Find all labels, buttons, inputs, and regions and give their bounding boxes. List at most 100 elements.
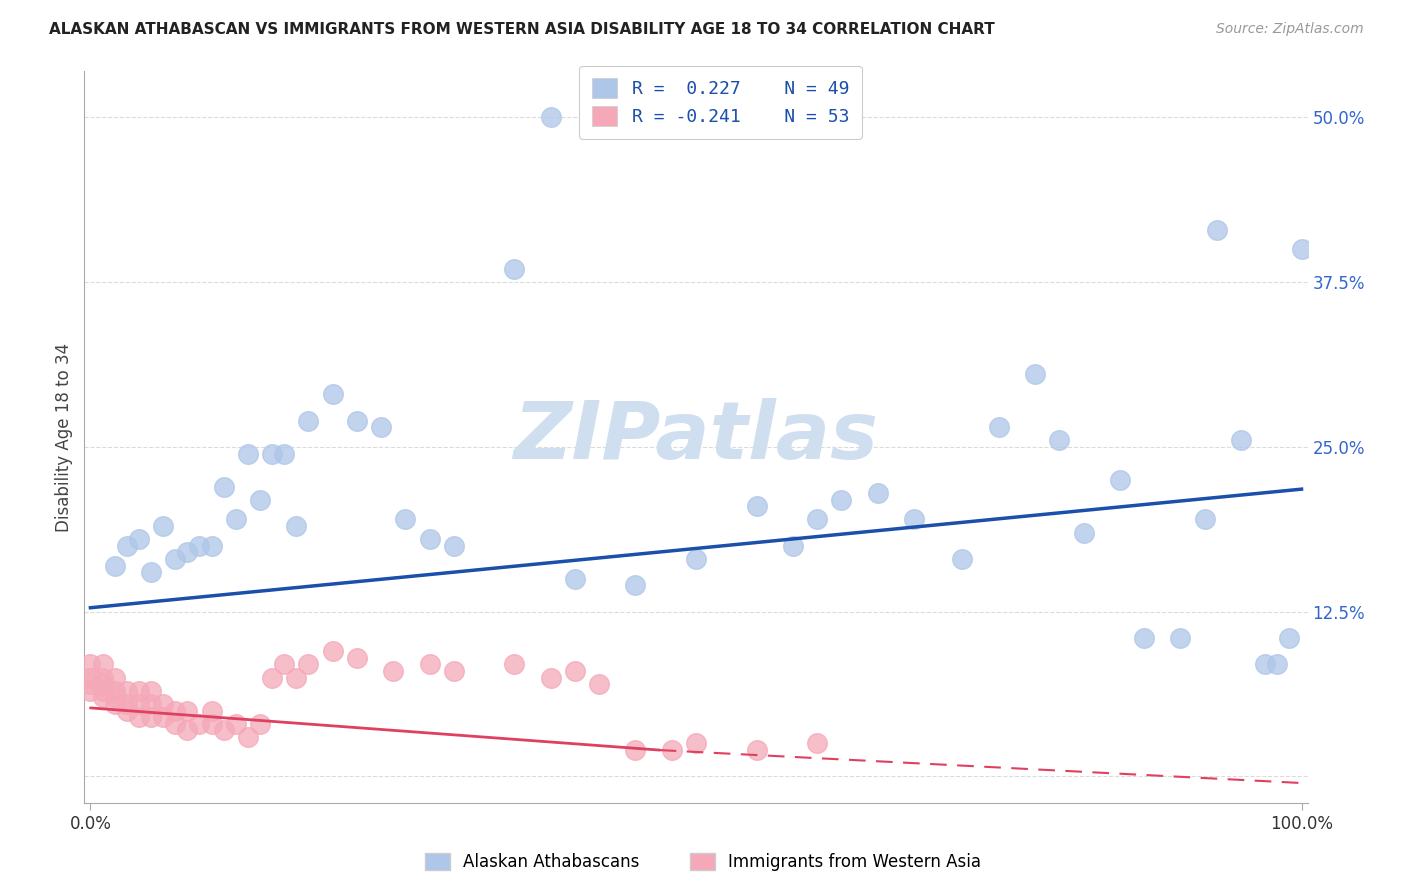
Point	[104, 671, 127, 685]
Point	[115, 683, 138, 698]
Point	[1278, 631, 1301, 645]
Point	[1291, 242, 1313, 256]
Legend: R =  0.227    N = 49, R = -0.241    N = 53: R = 0.227 N = 49, R = -0.241 N = 53	[579, 66, 862, 139]
Point	[236, 446, 259, 460]
Point	[79, 671, 101, 685]
Point	[262, 446, 284, 460]
Point	[418, 533, 440, 547]
Point	[188, 539, 211, 553]
Point	[79, 677, 101, 691]
Point	[540, 111, 562, 125]
Point	[236, 730, 259, 744]
Point	[370, 420, 392, 434]
Point	[91, 690, 114, 705]
Point	[139, 565, 162, 579]
Point	[128, 683, 150, 698]
Point	[225, 716, 247, 731]
Point	[104, 558, 127, 573]
Point	[176, 545, 198, 559]
Point	[952, 552, 974, 566]
Text: ZIPatlas: ZIPatlas	[513, 398, 879, 476]
Point	[443, 539, 465, 553]
Point	[225, 512, 247, 526]
Point	[1133, 631, 1156, 645]
Point	[382, 664, 405, 678]
Point	[128, 710, 150, 724]
Point	[91, 683, 114, 698]
Point	[176, 704, 198, 718]
Point	[212, 479, 235, 493]
Point	[806, 737, 828, 751]
Point	[1230, 434, 1253, 448]
Point	[152, 697, 174, 711]
Point	[91, 657, 114, 672]
Point	[104, 697, 127, 711]
Point	[564, 572, 586, 586]
Point	[91, 677, 114, 691]
Point	[1265, 657, 1288, 672]
Point	[443, 664, 465, 678]
Point	[104, 690, 127, 705]
Point	[322, 387, 344, 401]
Point	[139, 697, 162, 711]
Legend: Alaskan Athabascans, Immigrants from Western Asia: Alaskan Athabascans, Immigrants from Wes…	[416, 845, 990, 880]
Point	[661, 743, 683, 757]
Point	[297, 414, 319, 428]
Point	[273, 657, 295, 672]
Y-axis label: Disability Age 18 to 34: Disability Age 18 to 34	[55, 343, 73, 532]
Point	[165, 716, 187, 731]
Point	[745, 500, 768, 514]
Point	[262, 671, 284, 685]
Point	[624, 578, 647, 592]
Point	[165, 704, 187, 718]
Point	[152, 710, 174, 724]
Point	[79, 657, 101, 672]
Point	[564, 664, 586, 678]
Point	[830, 492, 852, 507]
Point	[152, 519, 174, 533]
Point	[188, 716, 211, 731]
Point	[139, 710, 162, 724]
Point	[322, 644, 344, 658]
Point	[297, 657, 319, 672]
Point	[685, 552, 707, 566]
Point	[212, 723, 235, 738]
Point	[418, 657, 440, 672]
Point	[1194, 512, 1216, 526]
Point	[685, 737, 707, 751]
Point	[782, 539, 804, 553]
Point	[249, 716, 271, 731]
Text: Source: ZipAtlas.com: Source: ZipAtlas.com	[1216, 22, 1364, 37]
Point	[128, 533, 150, 547]
Point	[115, 704, 138, 718]
Point	[176, 723, 198, 738]
Point	[540, 671, 562, 685]
Point	[79, 683, 101, 698]
Point	[1170, 631, 1192, 645]
Point	[165, 552, 187, 566]
Point	[200, 539, 222, 553]
Point	[588, 677, 610, 691]
Point	[903, 512, 925, 526]
Point	[115, 697, 138, 711]
Point	[1205, 222, 1227, 236]
Point	[503, 262, 526, 277]
Point	[200, 704, 222, 718]
Point	[394, 512, 416, 526]
Point	[285, 671, 308, 685]
Point	[285, 519, 308, 533]
Point	[128, 697, 150, 711]
Point	[91, 671, 114, 685]
Point	[273, 446, 295, 460]
Point	[1108, 473, 1130, 487]
Point	[346, 414, 368, 428]
Point	[806, 512, 828, 526]
Point	[1254, 657, 1277, 672]
Point	[200, 716, 222, 731]
Point	[1073, 525, 1095, 540]
Point	[139, 683, 162, 698]
Point	[866, 486, 889, 500]
Point	[1024, 368, 1046, 382]
Point	[624, 743, 647, 757]
Point	[249, 492, 271, 507]
